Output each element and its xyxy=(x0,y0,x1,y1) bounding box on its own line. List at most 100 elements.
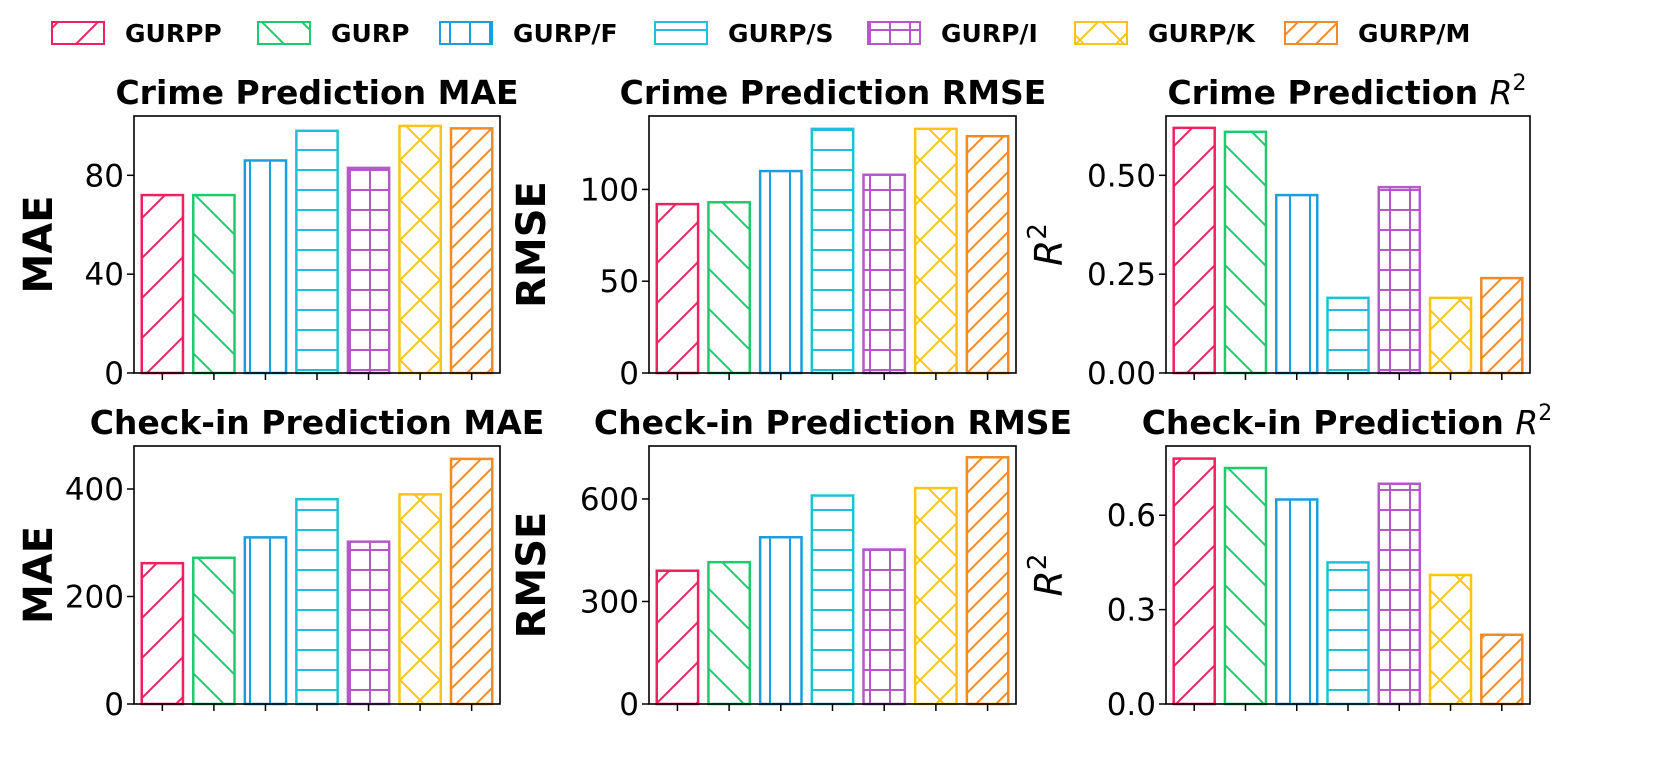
y-tick-label: 0.50 xyxy=(1087,158,1156,194)
y-tick-label: 50 xyxy=(600,264,639,300)
bar-gurp-m xyxy=(965,456,1010,706)
bar-gurp-s xyxy=(810,127,855,375)
panel-title: Crime Prediction RMSE xyxy=(620,73,1047,112)
axes-frame xyxy=(133,115,501,374)
y-tick-label: 0.25 xyxy=(1087,257,1156,293)
legend-label: GURP/K xyxy=(1148,19,1257,48)
legend-item-gurp-i: GURP/I xyxy=(867,19,1038,48)
bar-gurp xyxy=(192,193,236,375)
bar-gurpp xyxy=(140,193,185,375)
axes-frame xyxy=(1165,445,1531,705)
bar-gurp-m xyxy=(965,134,1010,375)
legend-item-gurpp: GURPP xyxy=(51,19,222,48)
legend-label: GURP xyxy=(331,19,409,48)
bar-gurp-i xyxy=(862,173,907,375)
bar-gurpp xyxy=(1172,126,1216,375)
y-tick-label: 0.0 xyxy=(1107,687,1156,723)
legend-item-gurp-m: GURP/M xyxy=(1284,19,1470,48)
bar-gurp-f xyxy=(1274,193,1319,375)
bar-gurp-s xyxy=(1326,561,1370,706)
legend-label: GURP/S xyxy=(728,19,834,48)
bar-gurp-f xyxy=(758,535,803,706)
legend-swatch xyxy=(51,21,105,45)
y-tick-label: 80 xyxy=(85,158,124,194)
y-tick-label: 400 xyxy=(65,472,124,508)
bar-gurp-s xyxy=(1326,296,1370,375)
y-tick-label: 200 xyxy=(65,580,124,616)
bar-gurp-s xyxy=(295,129,339,375)
bar-gurp-i xyxy=(1377,482,1422,706)
panel-title: Check-in Prediction MAE xyxy=(90,403,545,442)
y-tick-label: 300 xyxy=(580,584,639,620)
bar-gurp-k xyxy=(398,124,442,375)
bar-gurpp xyxy=(1172,457,1216,706)
panel-title: Crime Prediction R2 xyxy=(1167,71,1526,112)
legend: GURPP GURP GURP/F GURP/S GURP/I GURP/K GURP/M xyxy=(51,19,1470,48)
legend-label: GURP/M xyxy=(1358,19,1470,48)
bar-gurp xyxy=(1223,130,1268,375)
bar-gurp-s xyxy=(295,497,339,706)
bar-gurp-m xyxy=(449,127,494,375)
panel-title: Check-in Prediction RMSE xyxy=(594,403,1072,442)
bar-gurp-i xyxy=(862,548,907,706)
y-tick-label: 100 xyxy=(580,172,639,208)
y-axis-label: RMSE xyxy=(509,512,555,639)
legend-item-gurp-s: GURP/S xyxy=(654,19,834,48)
bar-gurp-k xyxy=(398,493,442,706)
bar-gurp-k xyxy=(913,127,958,375)
y-tick-label: 0 xyxy=(619,687,639,723)
legend-item-gurp: GURP xyxy=(257,19,409,48)
legend-swatch xyxy=(257,21,311,45)
legend-label: GURP/F xyxy=(513,19,618,48)
y-tick-label: 600 xyxy=(580,482,639,518)
y-axis-label: R2 xyxy=(1023,223,1071,266)
bar-gurpp xyxy=(140,561,185,706)
y-axis-label: R2 xyxy=(1023,554,1071,597)
y-tick-label: 0 xyxy=(619,356,639,392)
panel-crime-prediction-mae: Crime Prediction MAE 0 40 80 MAE xyxy=(16,73,519,392)
panel-crime-prediction-r-2: Crime Prediction R2 0.00 0.25 0.50 R2 xyxy=(1023,71,1531,392)
bar-gurp xyxy=(707,560,752,706)
legend-item-gurp-k: GURP/K xyxy=(1074,19,1257,48)
y-axis-label: MAE xyxy=(16,526,62,624)
legend-label: GURP/I xyxy=(941,19,1038,48)
panel-title: Crime Prediction MAE xyxy=(115,73,518,112)
bar-gurp-i xyxy=(1377,185,1422,375)
bar-gurp-k xyxy=(1428,573,1473,706)
y-tick-label: 0.3 xyxy=(1107,593,1156,629)
panel-title: Check-in Prediction R2 xyxy=(1142,401,1553,442)
axes-frame xyxy=(648,115,1017,374)
y-axis-label: MAE xyxy=(16,195,62,293)
bar-gurp-m xyxy=(449,457,494,706)
legend-swatch xyxy=(1074,21,1128,45)
axes-frame xyxy=(1165,115,1531,374)
legend-swatch xyxy=(654,21,708,45)
legend-item-gurp-f: GURP/F xyxy=(439,19,618,48)
bar-gurp-f xyxy=(243,159,288,375)
axes-frame xyxy=(648,445,1017,705)
y-tick-label: 0 xyxy=(104,687,124,723)
bar-gurp-f xyxy=(758,169,803,375)
bar-gurp xyxy=(707,201,752,375)
bar-gurp xyxy=(192,556,236,706)
panel-check-in-prediction-rmse: Check-in Prediction RMSE 0 300 600 RMSE xyxy=(509,403,1072,723)
bar-gurpp xyxy=(655,202,700,375)
y-tick-label: 0 xyxy=(104,356,124,392)
bar-gurpp xyxy=(655,569,700,706)
bar-gurp-m xyxy=(1480,276,1524,375)
bar-gurp xyxy=(1223,466,1268,706)
bar-gurp-f xyxy=(1274,498,1319,706)
panel-check-in-prediction-r-2: Check-in Prediction R2 0.0 0.3 0.6 R2 xyxy=(1023,401,1552,723)
bar-gurp-m xyxy=(1480,633,1524,706)
bar-gurp-k xyxy=(913,486,958,706)
axes-frame xyxy=(133,445,501,705)
legend-swatch xyxy=(439,21,493,45)
y-axis-label: RMSE xyxy=(509,181,555,308)
bar-gurp-s xyxy=(810,494,855,706)
legend-swatch xyxy=(867,21,921,45)
legend-swatch xyxy=(1284,21,1338,45)
y-tick-label: 40 xyxy=(85,257,124,293)
